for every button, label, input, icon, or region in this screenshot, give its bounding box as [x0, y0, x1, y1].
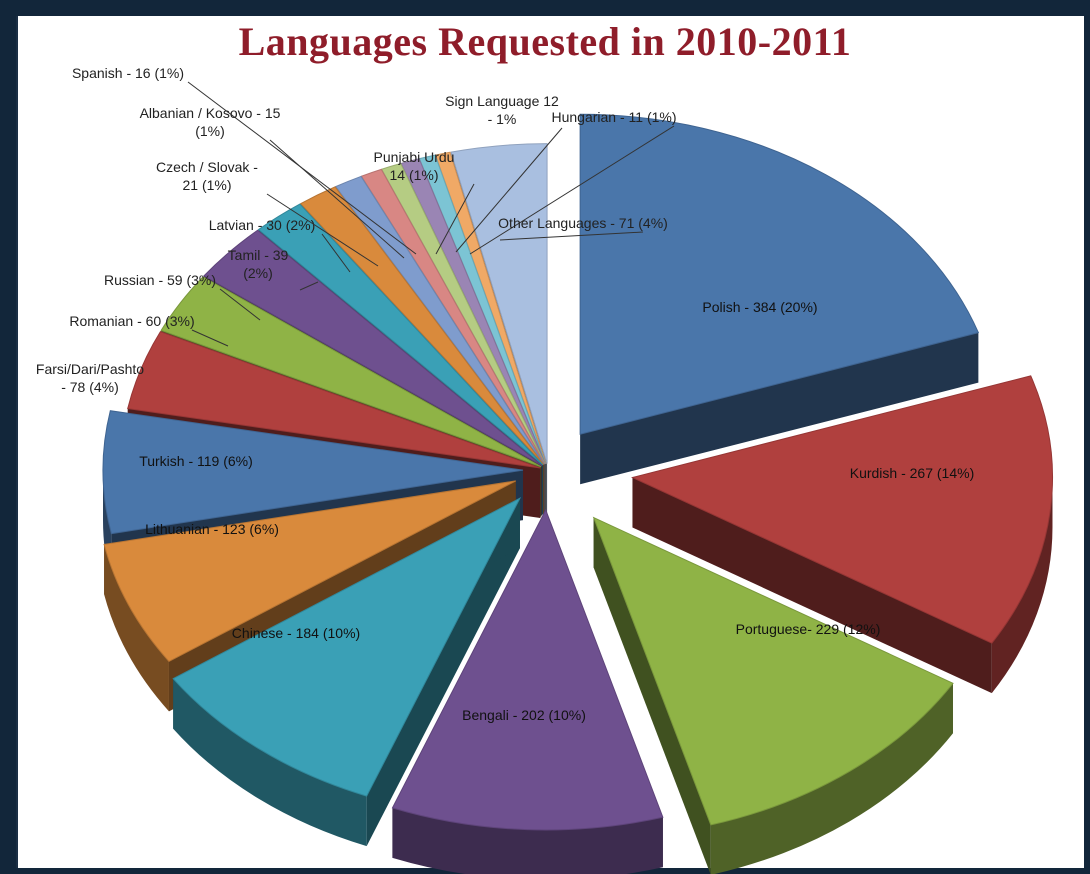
leader-line-romanian	[191, 329, 229, 347]
pie-slice-chinese	[172, 496, 522, 847]
leader-line-tamil	[299, 281, 319, 291]
slice-label-bengali: Bengali - 202 (10%)	[462, 707, 586, 723]
slice-label-farsi-dari-pashto: Farsi/Dari/Pashto - 78 (4%)	[36, 361, 144, 395]
chart-title: Languages Requested in 2010-2011	[238, 19, 852, 64]
slice-label-romanian: Romanian - 60 (3%)	[69, 313, 194, 329]
pie-slice-portuguese	[592, 516, 954, 874]
leader-line-albanian-kosovo	[269, 139, 405, 259]
slice-label-tamil: Tamil - 39 (2%)	[228, 247, 289, 281]
leader-line-hungarian	[469, 125, 675, 255]
slice-label-czech-slovak: Czech / Slovak -21 (1%)	[156, 159, 258, 193]
leader-line-czech-slovak	[266, 193, 379, 267]
slice-label-chinese: Chinese - 184 (10%)	[232, 625, 360, 641]
slice-label-punjabi-urdu: Punjabi Urdu 14 (1%)	[374, 149, 455, 183]
pie-slice-bengali	[391, 508, 664, 874]
slice-label-portuguese: Portuguese- 229 (12%)	[736, 621, 881, 637]
slice-label-sign-language: Sign Language 12- 1%	[445, 93, 559, 127]
pie-slice-polish	[579, 113, 980, 485]
slice-label-hungarian: Hungarian - 11 (1%)	[551, 109, 676, 125]
leader-line-other-languages	[499, 231, 644, 241]
leader-line-punjabi-urdu	[435, 183, 475, 255]
slice-label-kurdish: Kurdish - 267 (14%)	[850, 465, 975, 481]
leader-line-russian	[219, 288, 261, 321]
slice-label-albanian-kosovo: Albanian / Kosovo - 15 (1%)	[140, 105, 281, 139]
slice-label-russian: Russian - 59 (3%)	[104, 272, 216, 288]
slice-label-polish: Polish - 384 (20%)	[702, 299, 817, 315]
slice-label-lithuanian: Lithuanian - 123 (6%)	[145, 521, 279, 537]
slice-label-turkish: Turkish - 119 (6%)	[139, 453, 253, 469]
slice-label-other-languages: Other Languages - 71 (4%)	[498, 215, 668, 231]
slice-label-spanish: Spanish - 16 (1%)	[72, 65, 184, 81]
pie-slice-kurdish	[630, 375, 1053, 694]
leader-line-sign-language	[455, 127, 563, 253]
slice-label-latvian: Latvian - 30 (2%)	[209, 217, 316, 233]
leader-line-latvian	[321, 233, 351, 273]
